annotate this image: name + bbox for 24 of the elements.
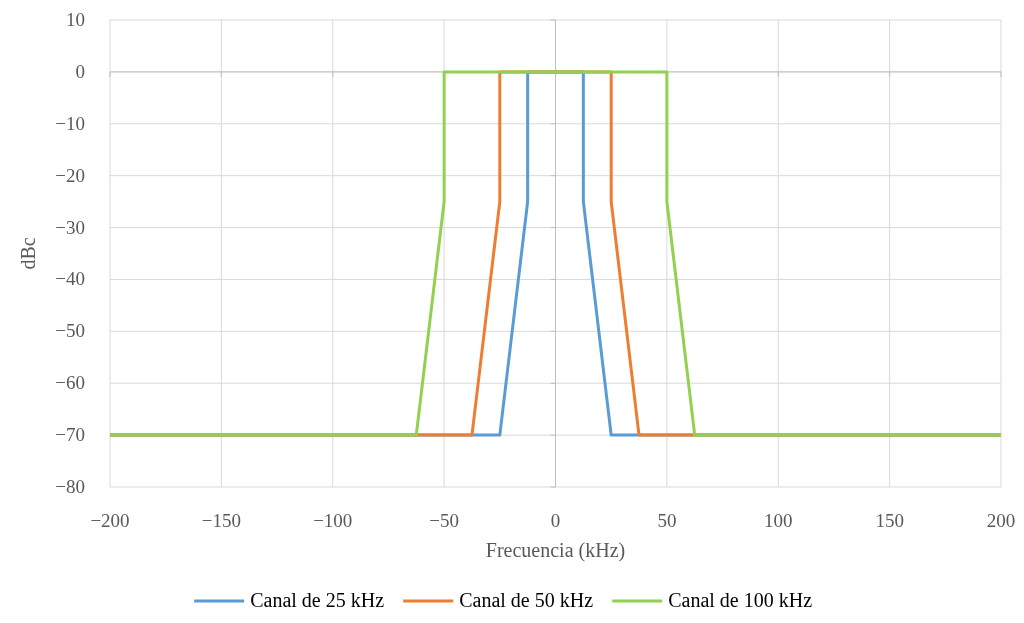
x-tick-label: 200 [986, 510, 1016, 531]
y-axis-title: dBc [17, 237, 39, 270]
x-tick-label: −50 [429, 510, 459, 531]
x-tick-label: 100 [764, 510, 793, 531]
y-tick-label: −60 [55, 372, 85, 394]
x-tick-label: −150 [201, 510, 241, 531]
y-tick-label: −70 [55, 424, 85, 446]
y-tick-label: −20 [55, 164, 85, 186]
legend-label: Canal de 100 kHz [668, 589, 813, 611]
legend-label: Canal de 50 kHz [459, 589, 594, 611]
x-tick-label: 150 [875, 510, 904, 531]
x-tick-label: 0 [550, 510, 561, 531]
y-tick-label: −30 [55, 216, 85, 238]
x-tick-label: −200 [90, 510, 130, 531]
y-tick-label: −10 [55, 112, 85, 134]
legend-label: Canal de 25 kHz [250, 589, 385, 611]
y-tick-label: −40 [55, 268, 85, 290]
x-tick-label: −100 [313, 510, 353, 531]
y-tick-label: −50 [55, 320, 85, 342]
x-tick-label: 50 [657, 510, 677, 531]
x-axis-title: Frecuencia (kHz) [485, 539, 626, 562]
y-tick-label: 10 [66, 9, 85, 30]
y-tick-label: −80 [55, 476, 85, 497]
y-tick-label: 0 [75, 60, 85, 82]
